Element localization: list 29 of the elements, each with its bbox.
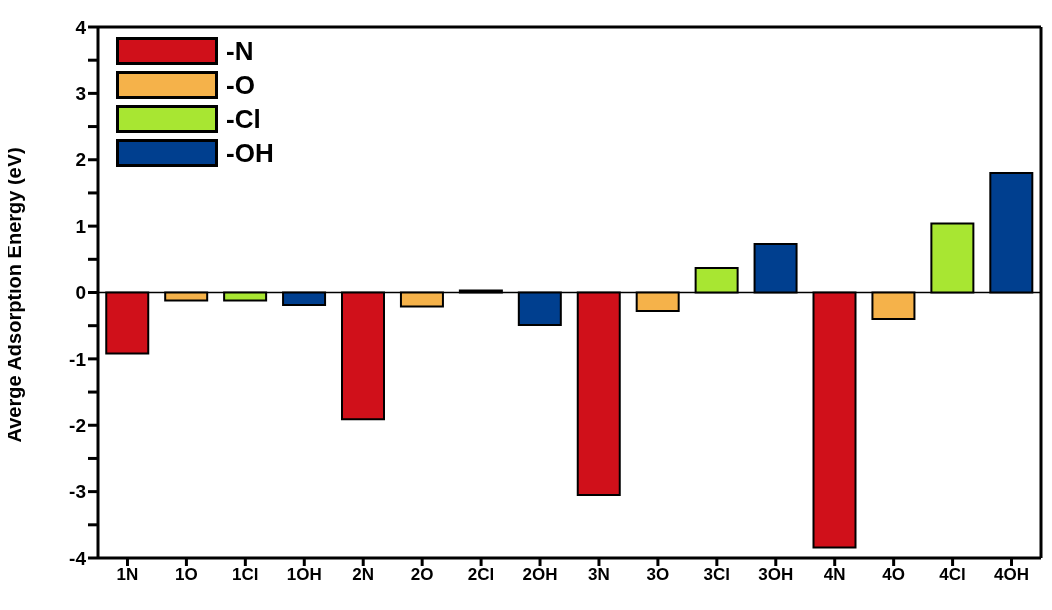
x-tick-label: 2O (410, 565, 434, 585)
y-tick-label: -1 (69, 348, 87, 370)
y-tick-label: 4 (75, 16, 87, 38)
x-tick-label: 3Cl (703, 565, 731, 585)
y-tick-label: 1 (75, 215, 87, 237)
x-tick-label: 4Cl (939, 565, 966, 585)
x-tick-label: 4OH (994, 565, 1030, 585)
y-tick-label: -3 (69, 481, 86, 503)
y-tick-label: 0 (75, 282, 86, 304)
x-tick-label: 4N (823, 565, 846, 585)
x-tick-label: 3OH (758, 565, 794, 585)
x-tick-label: 3N (588, 565, 610, 585)
y-tick-label: 3 (75, 83, 86, 105)
x-tick-label: 2OH (522, 565, 558, 585)
x-tick-label: 1N (116, 565, 139, 585)
legend-label: -N (226, 35, 254, 67)
y-tick-label: -2 (69, 414, 86, 436)
legend-label: -O (226, 69, 255, 101)
x-tick-label: 2N (352, 565, 375, 585)
x-tick-label: 1O (175, 565, 198, 585)
x-tick-label: 1Cl (232, 565, 259, 585)
legend-label: -Cl (226, 103, 261, 135)
x-tick-label: 1OH (286, 565, 322, 585)
x-tick-label: 4O (882, 565, 905, 585)
y-tick-label: 2 (75, 149, 86, 171)
x-tick-label: 3O (646, 565, 670, 585)
x-tick-label: 2Cl (467, 565, 495, 585)
y-tick-label: -4 (69, 547, 87, 569)
legend-label: -OH (226, 137, 274, 169)
